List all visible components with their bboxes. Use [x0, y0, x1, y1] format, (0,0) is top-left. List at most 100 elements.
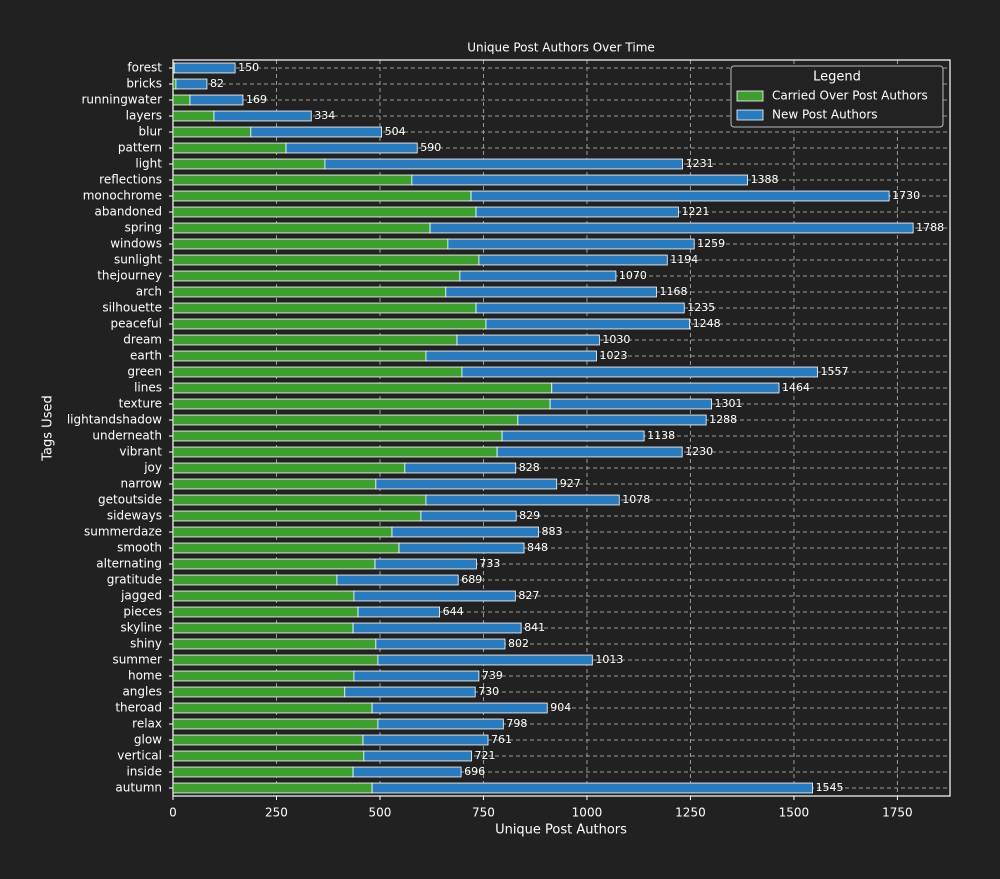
- bar-segment: [352, 766, 462, 778]
- total-label: 504: [385, 125, 406, 138]
- bar-segment: [172, 478, 377, 490]
- bar-segment: [172, 302, 477, 314]
- x-tick-label: 1500: [779, 806, 810, 820]
- bar-segment: [461, 366, 818, 378]
- total-label: 761: [491, 733, 512, 746]
- bar-segment: [172, 78, 177, 90]
- bar-segment: [172, 110, 215, 122]
- bar-segment: [172, 286, 447, 298]
- total-label: 841: [524, 621, 545, 634]
- total-label: 733: [479, 557, 500, 570]
- y-tick-label: peaceful: [111, 317, 163, 331]
- bar-segment: [352, 622, 522, 634]
- bar-segment: [285, 142, 418, 154]
- y-tick-label: summerdaze: [84, 525, 162, 539]
- y-tick-label: arch: [136, 285, 162, 299]
- bar-segment: [371, 702, 548, 714]
- bar-segment: [172, 558, 376, 570]
- bar-segment: [172, 606, 359, 618]
- total-label: 904: [550, 701, 571, 714]
- bar-segment: [172, 766, 354, 778]
- total-label: 1194: [670, 253, 698, 266]
- bar-segment: [172, 622, 354, 634]
- total-label: 798: [506, 717, 527, 730]
- bar-segment: [501, 430, 645, 442]
- total-label: 1231: [686, 157, 714, 170]
- bar-segment: [172, 670, 355, 682]
- bar-segment: [172, 318, 487, 330]
- bar-segment: [172, 702, 373, 714]
- total-label: 1230: [685, 445, 713, 458]
- bar-segment: [172, 526, 393, 538]
- bar-segment: [324, 158, 683, 170]
- y-tick-label: sideways: [107, 509, 162, 523]
- y-tick-label: layers: [126, 109, 162, 123]
- total-label: 730: [478, 685, 499, 698]
- y-tick-label: abandoned: [95, 205, 163, 219]
- bar-segment: [375, 638, 506, 650]
- y-tick-label: thejourney: [97, 269, 162, 283]
- y-tick-label: summer: [112, 653, 162, 667]
- bar-segment: [250, 126, 383, 138]
- y-tick-label: skyline: [120, 621, 162, 635]
- total-label: 1030: [602, 333, 630, 346]
- total-label: 1301: [715, 397, 743, 410]
- bar-segment: [363, 750, 472, 762]
- total-label: 696: [464, 765, 485, 778]
- y-axis-label: Tags Used: [41, 395, 56, 461]
- y-tick-label: green: [127, 365, 162, 379]
- y-tick-label: reflections: [99, 173, 162, 187]
- bar-segment: [485, 318, 691, 330]
- y-tick-label: windows: [110, 237, 162, 251]
- x-tick-label: 1250: [675, 806, 706, 820]
- total-label: 828: [519, 461, 540, 474]
- bar-segment: [172, 334, 458, 346]
- y-tick-label: spring: [125, 221, 162, 235]
- total-label: 150: [238, 61, 259, 74]
- bar-segment: [425, 494, 620, 506]
- y-tick-label: bricks: [126, 77, 162, 91]
- bar-segment: [470, 190, 890, 202]
- total-label: 829: [519, 509, 540, 522]
- total-label: 1221: [681, 205, 709, 218]
- x-tick-label: 1750: [882, 806, 913, 820]
- y-tick-label: joy: [143, 461, 162, 475]
- total-label: 1557: [821, 365, 849, 378]
- total-label: 689: [461, 573, 482, 586]
- legend-swatch: [736, 109, 764, 121]
- bar-segment: [362, 734, 489, 746]
- total-label: 1248: [693, 317, 721, 330]
- y-tick-label: blur: [139, 125, 163, 139]
- y-tick-label: glow: [134, 733, 162, 747]
- y-tick-label: home: [128, 669, 162, 683]
- bar-segment: [172, 366, 463, 378]
- bar-segment: [172, 462, 406, 474]
- total-label: 334: [314, 109, 335, 122]
- x-tick-label: 250: [265, 806, 288, 820]
- bar-segment: [172, 254, 480, 266]
- plot-frame: [172, 59, 951, 797]
- bar-segment: [172, 222, 431, 234]
- y-tick-label: sunlight: [114, 253, 162, 267]
- bar-segment: [425, 350, 597, 362]
- total-label: 721: [474, 749, 495, 762]
- bar-segment: [447, 238, 695, 250]
- bar-segment: [517, 414, 707, 426]
- bar-segment: [459, 270, 617, 282]
- bar-segment: [172, 270, 461, 282]
- y-tick-label: underneath: [92, 429, 162, 443]
- y-tick-label: pieces: [123, 605, 162, 619]
- total-label: 1023: [599, 349, 627, 362]
- y-tick-label: silhouette: [102, 301, 162, 315]
- total-label: 927: [560, 477, 581, 490]
- bar-segment: [172, 174, 413, 186]
- bar-segment: [172, 590, 355, 602]
- bar-segment: [353, 590, 516, 602]
- bar-segment: [429, 222, 914, 234]
- total-label: 169: [246, 93, 267, 106]
- bar-segment: [374, 558, 477, 570]
- y-tick-label: forest: [127, 61, 162, 75]
- bar-segment: [353, 670, 480, 682]
- total-label: 883: [542, 525, 563, 538]
